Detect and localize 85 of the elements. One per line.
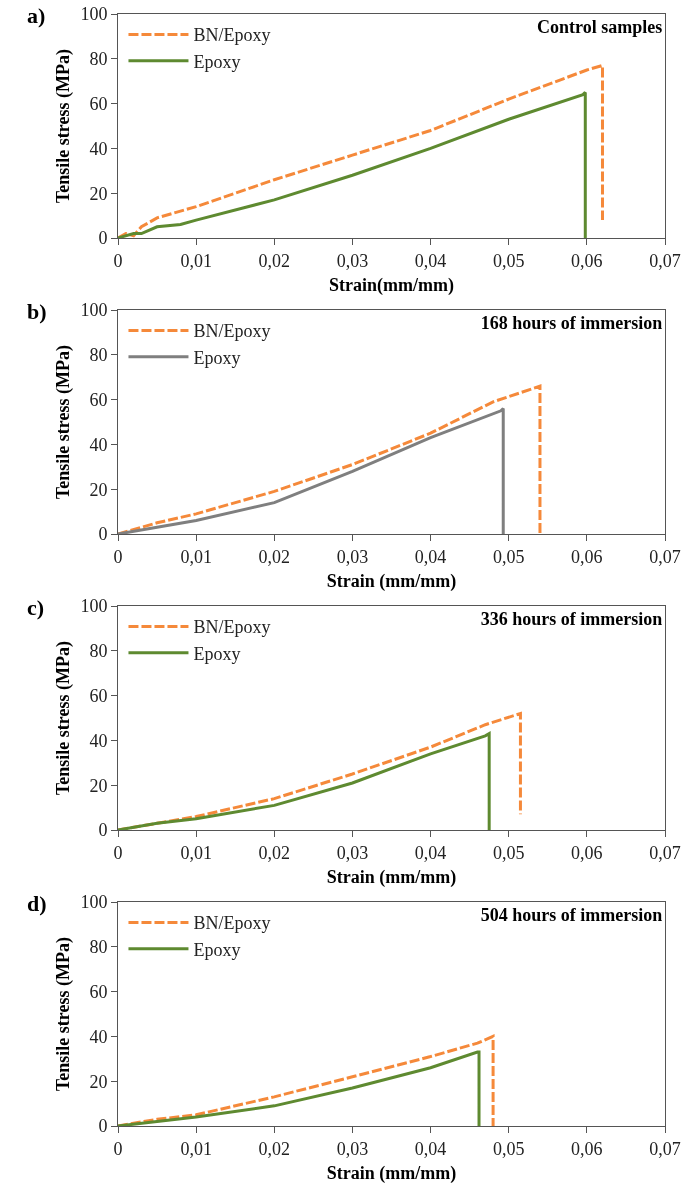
x-tick-label: 0,04: [414, 842, 447, 863]
x-tick-label: 0: [113, 1138, 123, 1159]
x-tick-label: 0: [113, 842, 123, 863]
x-tick-label: 0,01: [180, 546, 212, 567]
x-tick-label: 0,07: [649, 546, 681, 567]
x-tick-label: 0,05: [492, 1138, 525, 1159]
x-tick-label: 0,03: [336, 842, 369, 863]
x-tick-label: 0,06: [571, 250, 603, 271]
legend-label: Epoxy: [193, 51, 241, 72]
y-tick-label: 80: [89, 641, 108, 662]
x-axis-title: Strain (mm/mm): [326, 1162, 457, 1184]
x-tick-label: 0,04: [414, 250, 447, 271]
y-axis-title: Tensile stress (MPa): [52, 345, 74, 499]
x-tick-label: 0,06: [571, 546, 603, 567]
y-tick-label: 0: [98, 524, 108, 545]
line-series: [118, 407, 505, 534]
line-series: [118, 90, 587, 238]
y-tick-label: 40: [89, 138, 108, 159]
x-tick-label: 0: [113, 546, 123, 567]
chart-title: Control samples: [537, 17, 663, 38]
x-tick-label: 0,07: [649, 250, 681, 271]
x-tick-label: 0,06: [571, 842, 603, 863]
x-axis-title: Strain (mm/mm): [326, 866, 457, 888]
y-tick-label: 60: [89, 389, 108, 410]
x-tick-label: 0,06: [571, 1138, 603, 1159]
x-tick-label: 0,02: [258, 250, 291, 271]
text: d): [27, 891, 47, 916]
y-tick-label: 60: [89, 685, 108, 706]
x-tick-label: 0,01: [180, 1138, 212, 1159]
y-tick-label: 100: [80, 4, 108, 25]
chart-title: 336 hours of immersion: [480, 609, 663, 630]
y-tick-label: 100: [80, 596, 108, 617]
y-tick-label: 0: [98, 1116, 108, 1137]
x-axis-title: Strain(mm/mm): [329, 274, 454, 296]
text: b): [27, 299, 47, 324]
x-tick-label: 0,05: [492, 250, 525, 271]
y-tick-label: 80: [89, 345, 108, 366]
y-tick-label: 20: [89, 1071, 108, 1092]
line-series: [118, 384, 542, 534]
y-tick-label: 0: [98, 228, 108, 249]
x-tick-label: 0,07: [649, 842, 681, 863]
y-tick-label: 20: [89, 775, 108, 796]
x-tick-label: 0,02: [258, 1138, 291, 1159]
y-tick-label: 60: [89, 93, 108, 114]
x-tick-label: 0,01: [180, 842, 212, 863]
text: a): [27, 3, 46, 28]
y-tick-label: 0: [98, 820, 108, 841]
y-tick-label: 80: [89, 49, 108, 70]
legend-label: BN/Epoxy: [193, 25, 271, 46]
chart-title: 168 hours of immersion: [480, 313, 663, 334]
y-tick-label: 20: [89, 479, 108, 500]
legend-label: BN/Epoxy: [193, 913, 271, 934]
y-tick-label: 100: [80, 300, 108, 321]
x-tick-label: 0,01: [180, 250, 212, 271]
y-tick-label: 40: [89, 730, 108, 751]
x-tick-label: 0: [113, 250, 123, 271]
x-tick-label: 0,03: [336, 1138, 369, 1159]
x-tick-label: 0,05: [492, 546, 525, 567]
x-tick-label: 0,02: [258, 842, 291, 863]
x-tick-label: 0,03: [336, 546, 369, 567]
x-axis-title: Strain (mm/mm): [326, 570, 457, 592]
y-axis-title: Tensile stress (MPa): [52, 937, 74, 1091]
text: c): [27, 595, 45, 620]
x-tick-label: 0,03: [336, 250, 369, 271]
x-tick-label: 0,02: [258, 546, 291, 567]
line-series: [118, 732, 491, 830]
legend-label: Epoxy: [193, 643, 241, 664]
y-tick-label: 40: [89, 1026, 108, 1047]
chart-title: 504 hours of immersion: [480, 905, 663, 926]
y-tick-label: 20: [89, 183, 108, 204]
x-tick-label: 0,04: [414, 1138, 447, 1159]
y-axis-title: Tensile stress (MPa): [52, 49, 74, 203]
y-tick-label: 100: [80, 892, 108, 913]
line-series: [118, 1050, 481, 1126]
y-tick-label: 60: [89, 981, 108, 1002]
legend-label: Epoxy: [193, 939, 241, 960]
y-tick-label: 80: [89, 937, 108, 958]
legend-label: BN/Epoxy: [193, 617, 271, 638]
y-tick-label: 40: [89, 434, 108, 455]
x-tick-label: 0,05: [492, 842, 525, 863]
x-tick-label: 0,04: [414, 546, 447, 567]
legend-label: Epoxy: [193, 347, 241, 368]
x-tick-label: 0,07: [649, 1138, 681, 1159]
y-axis-title: Tensile stress (MPa): [52, 641, 74, 795]
legend-label: BN/Epoxy: [193, 321, 271, 342]
